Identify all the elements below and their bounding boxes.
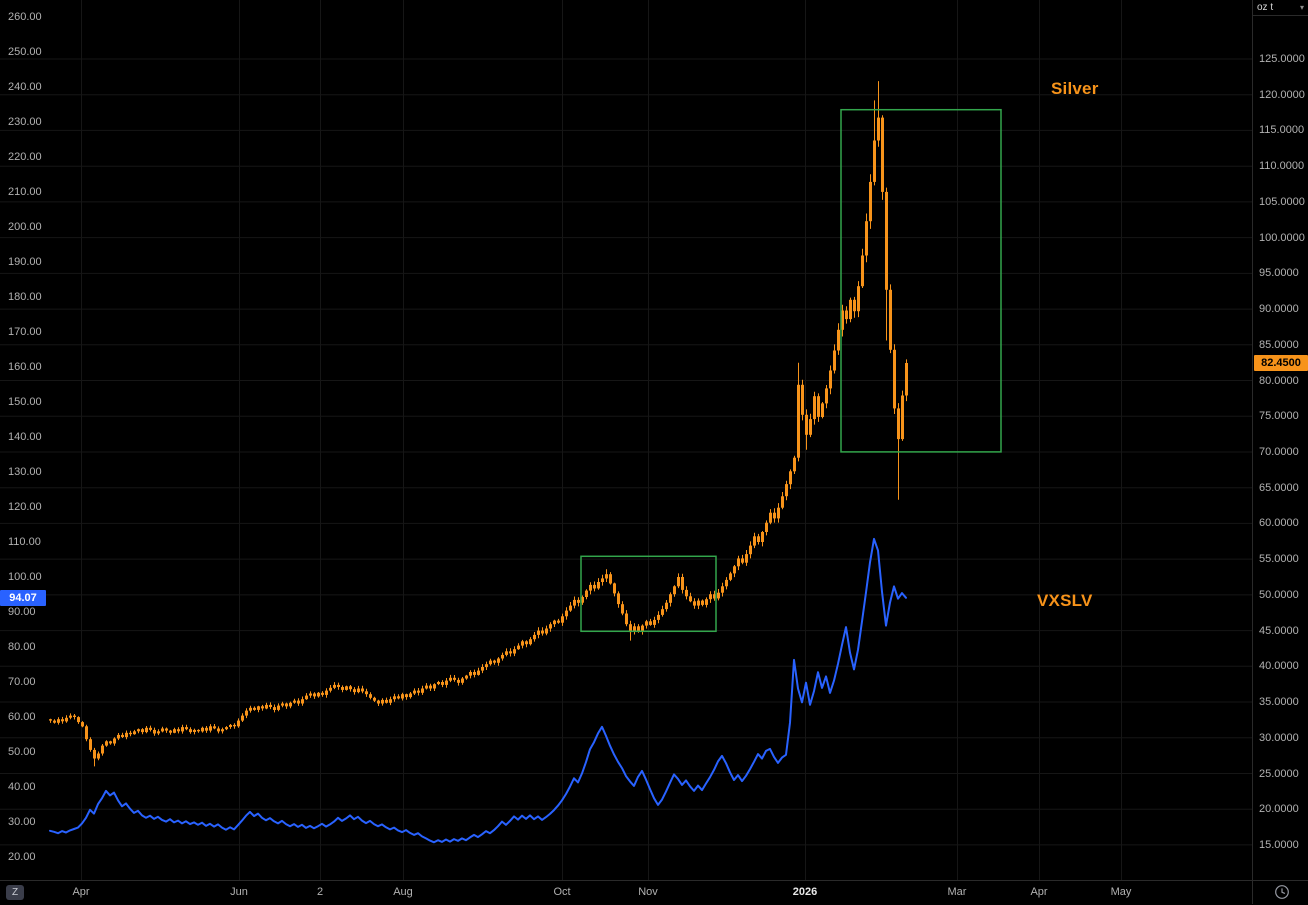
left-axis-tick: 150.00 — [8, 396, 42, 408]
unit-selector[interactable]: oz t ▾ — [1252, 0, 1308, 16]
left-axis-tick: 200.00 — [8, 221, 42, 233]
right-axis-tick: 80.0000 — [1259, 375, 1299, 387]
right-axis-tick: 25.0000 — [1259, 768, 1299, 780]
silver-series-label[interactable]: Silver — [1051, 79, 1099, 98]
time-axis-label: Apr — [1030, 886, 1048, 898]
right-axis-tick: 35.0000 — [1259, 696, 1299, 708]
right-axis-tick: 55.0000 — [1259, 553, 1299, 565]
right-price-scale[interactable]: 82.4500 125.0000 120.0000 115.0000 110.0000… — [1252, 0, 1308, 904]
left-axis-tick: 40.00 — [8, 781, 36, 793]
time-axis-label: May — [1110, 886, 1132, 898]
right-axis-tick: 105.0000 — [1259, 196, 1305, 208]
time-scale[interactable]: Z Apr Jun 2 Aug Oct Nov 2026 Mar Apr May — [0, 880, 1308, 904]
left-axis-tick: 50.00 — [8, 746, 36, 758]
vxslv-price-badge: 94.07 — [0, 590, 46, 606]
right-axis-tick: 115.0000 — [1259, 124, 1305, 136]
left-axis-tick: 240.00 — [8, 81, 42, 93]
time-axis-label: Oct — [553, 886, 571, 898]
left-axis-tick: 250.00 — [8, 46, 42, 58]
right-axis-tick: 70.0000 — [1259, 446, 1299, 458]
right-axis-tick: 95.0000 — [1259, 267, 1299, 279]
left-axis-tick: 30.00 — [8, 816, 36, 828]
left-axis-tick: 190.00 — [8, 256, 42, 268]
left-axis-tick: 90.00 — [8, 606, 36, 618]
right-axis-tick: 45.0000 — [1259, 625, 1299, 637]
left-axis-tick: 230.00 — [8, 116, 42, 128]
right-axis-tick: 90.0000 — [1259, 303, 1299, 315]
right-axis-tick: 85.0000 — [1259, 339, 1299, 351]
left-axis-tick: 60.00 — [8, 711, 36, 723]
right-axis-tick: 50.0000 — [1259, 589, 1299, 601]
right-axis-tick: 40.0000 — [1259, 660, 1299, 672]
left-axis-tick: 80.00 — [8, 641, 36, 653]
right-axis-tick: 100.0000 — [1259, 232, 1305, 244]
right-axis-tick: 15.0000 — [1259, 839, 1299, 851]
clock-icon[interactable] — [1274, 884, 1290, 900]
time-axis-label: Jun — [230, 886, 248, 898]
time-axis-label: Mar — [947, 886, 967, 898]
left-axis-tick: 120.00 — [8, 501, 42, 513]
right-axis-tick: 65.0000 — [1259, 482, 1299, 494]
left-axis-tick: 130.00 — [8, 466, 42, 478]
left-axis-tick: 210.00 — [8, 186, 42, 198]
left-axis-tick: 160.00 — [8, 361, 42, 373]
logo-badge[interactable]: Z — [6, 885, 24, 900]
left-axis-tick: 180.00 — [8, 291, 42, 303]
unit-selector-label: oz t — [1257, 2, 1274, 13]
right-axis-tick: 20.0000 — [1259, 803, 1299, 815]
vxslv-series-label[interactable]: VXSLV — [1037, 591, 1093, 610]
right-axis-tick: 30.0000 — [1259, 732, 1299, 744]
left-axis-tick: 260.00 — [8, 11, 42, 23]
left-axis-tick: 70.00 — [8, 676, 36, 688]
left-axis-tick: 220.00 — [8, 151, 42, 163]
right-axis-tick: 125.0000 — [1259, 53, 1305, 65]
time-axis-label: Aug — [393, 886, 413, 898]
right-axis-tick: 60.0000 — [1259, 517, 1299, 529]
left-axis-tick: 100.00 — [8, 571, 42, 583]
left-axis-tick: 110.00 — [8, 536, 41, 548]
chevron-down-icon: ▾ — [1299, 2, 1304, 12]
left-axis-tick: 20.00 — [8, 851, 36, 863]
time-axis-label: 2 — [316, 886, 324, 898]
left-axis-tick: 170.00 — [8, 326, 42, 338]
time-axis-label: Apr — [72, 886, 90, 898]
left-price-scale[interactable]: 94.07 260.00 250.00 240.00 230.00 220.00 210.… — [0, 0, 46, 880]
silver-price-badge: 82.4500 — [1254, 355, 1308, 371]
right-axis-tick: 75.0000 — [1259, 410, 1299, 422]
right-axis-tick: 110.0000 — [1259, 160, 1305, 172]
time-axis-label: Nov — [638, 886, 658, 898]
right-axis-tick: 120.0000 — [1259, 89, 1305, 101]
left-axis-tick: 140.00 — [8, 431, 42, 443]
time-axis-label: 2026 — [792, 886, 818, 898]
